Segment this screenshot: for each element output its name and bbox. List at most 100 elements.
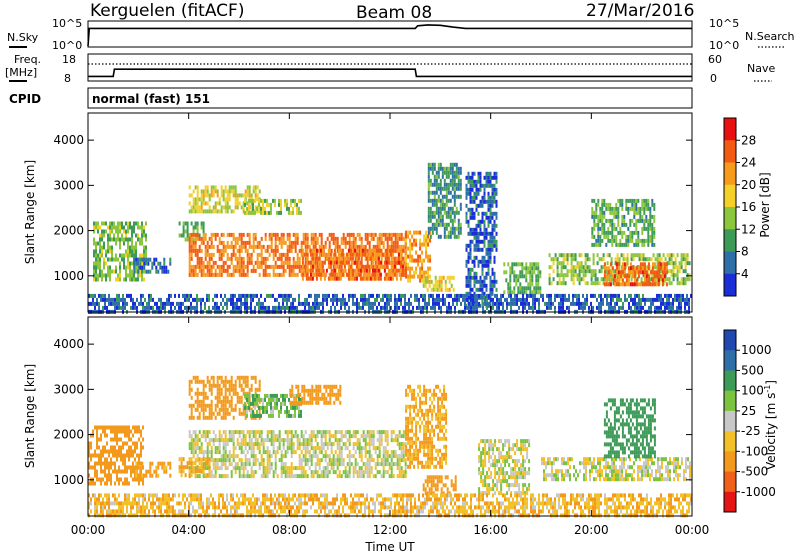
heatmap-cell xyxy=(159,461,162,466)
heatmap-cell xyxy=(437,170,440,175)
heatmap-cell xyxy=(503,290,506,295)
heatmap-cell xyxy=(212,462,215,467)
heatmap-cell xyxy=(246,430,249,435)
heatmap-cell xyxy=(352,260,355,265)
heatmap-cell xyxy=(394,244,397,249)
heatmap-cell xyxy=(491,191,494,196)
heatmap-cell xyxy=(133,261,136,266)
heatmap-cell xyxy=(276,434,279,439)
heatmap-cell xyxy=(424,279,427,284)
heatmap-cell xyxy=(115,257,117,262)
heatmap-cell xyxy=(194,466,197,471)
heatmap-cell xyxy=(192,466,195,471)
heatmap-cell xyxy=(405,270,408,275)
heatmap-cell xyxy=(119,277,121,282)
heatmap-cell xyxy=(473,271,476,276)
heatmap-cell xyxy=(110,301,112,306)
heatmap-cell xyxy=(160,305,162,310)
heatmap-cell xyxy=(471,211,474,216)
heatmap-cell xyxy=(248,244,251,249)
heatmap-cell xyxy=(292,260,295,265)
heatmap-cell xyxy=(646,297,648,302)
heatmap-cell xyxy=(467,191,470,196)
heatmap-cell xyxy=(394,301,396,306)
heatmap-cell xyxy=(292,450,295,455)
heatmap-cell xyxy=(358,232,361,237)
heatmap-cell xyxy=(198,236,201,241)
heatmap-cell xyxy=(613,274,616,279)
heatmap-cell xyxy=(238,430,241,435)
heatmap-cell xyxy=(357,256,360,261)
heatmap-cell xyxy=(119,261,121,266)
heatmap-cell xyxy=(137,277,139,282)
heatmap-cell xyxy=(198,297,200,302)
y-tick-label: 3000 xyxy=(53,178,84,192)
heatmap-cell xyxy=(337,252,340,257)
heatmap-cell xyxy=(276,256,279,261)
heatmap-cell xyxy=(240,305,242,310)
heatmap-cell xyxy=(341,260,344,265)
heatmap-cell xyxy=(409,254,412,259)
heatmap-cell xyxy=(603,266,606,271)
heatmap-cell xyxy=(629,206,632,211)
heatmap-cell xyxy=(250,297,252,302)
heatmap-cell xyxy=(445,174,448,179)
heatmap-cell xyxy=(599,210,602,215)
heatmap-cell xyxy=(232,458,235,463)
heatmap-cell xyxy=(684,281,687,286)
heatmap-cell xyxy=(256,293,258,298)
heatmap-cell xyxy=(282,442,285,447)
heatmap-cell xyxy=(250,474,253,479)
heatmap-cell xyxy=(144,305,146,310)
heatmap-cell xyxy=(370,301,372,306)
heatmap-cell xyxy=(653,278,656,283)
heatmap-cell xyxy=(131,249,133,254)
heatmap-cell xyxy=(670,253,673,258)
heatmap-cell xyxy=(102,305,104,310)
heatmap-cell xyxy=(274,202,276,207)
heatmap-cell xyxy=(206,260,209,265)
heatmap-cell xyxy=(487,231,490,236)
heatmap-cell xyxy=(322,293,324,298)
heatmap-cell xyxy=(99,269,101,274)
heatmap-cell xyxy=(592,257,595,262)
heatmap-cell xyxy=(552,257,555,262)
heatmap-cell xyxy=(491,247,494,252)
heatmap-cell xyxy=(126,429,128,434)
heatmap-cell xyxy=(272,442,275,447)
heatmap-cell xyxy=(439,186,442,191)
heatmap-cell xyxy=(422,279,425,284)
heatmap-cell xyxy=(272,198,274,203)
heatmap-cell xyxy=(307,268,310,273)
heatmap-cell xyxy=(411,254,414,259)
heatmap-cell xyxy=(438,275,441,280)
heatmap-cell xyxy=(519,282,522,287)
heatmap-cell xyxy=(612,269,615,274)
heatmap-cell xyxy=(196,252,199,257)
heatmap-cell xyxy=(88,293,90,298)
heatmap-cell xyxy=(196,201,199,206)
heatmap-cell xyxy=(230,260,233,265)
heatmap-cell xyxy=(640,305,642,310)
heatmap-cell xyxy=(560,253,563,258)
heatmap-cell xyxy=(415,258,418,263)
heatmap-cell xyxy=(364,293,366,298)
heatmap-cell xyxy=(312,305,314,310)
heatmap-cell xyxy=(220,264,223,269)
heatmap-cell xyxy=(157,473,160,478)
heatmap-cell xyxy=(619,230,622,235)
heatmap-cell xyxy=(411,246,414,251)
heatmap-cell xyxy=(96,437,98,442)
heatmap-cell xyxy=(361,264,364,269)
heatmap-cell xyxy=(300,301,302,306)
heatmap-cell xyxy=(603,234,606,239)
heatmap-cell xyxy=(467,179,470,184)
heatmap-cell xyxy=(202,240,205,245)
velocity-heatmap xyxy=(88,375,692,518)
heatmap-cell xyxy=(212,193,215,198)
heatmap-cell xyxy=(123,261,125,266)
heatmap-cell xyxy=(469,247,472,252)
heatmap-cell xyxy=(164,301,166,306)
heatmap-cell xyxy=(422,275,425,280)
heatmap-cell xyxy=(477,287,480,292)
